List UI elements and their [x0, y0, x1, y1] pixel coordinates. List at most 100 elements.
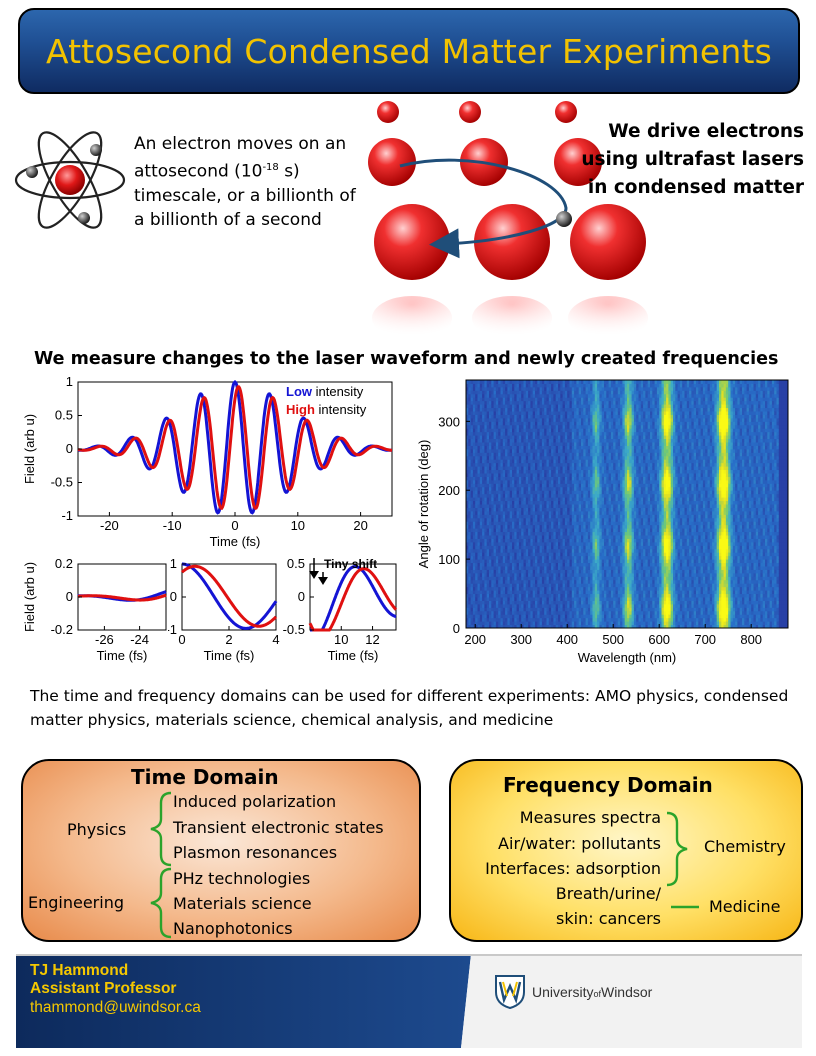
- heatmap-cell: [594, 500, 598, 505]
- heatmap-cell: [571, 411, 575, 415]
- heatmap-cell: [484, 610, 488, 615]
- heatmap-cell: [571, 479, 575, 484]
- heatmap-cell: [512, 528, 515, 533]
- heatmap-cell: [477, 597, 481, 601]
- heatmap-cell: [608, 510, 612, 515]
- heatmap-cell: [479, 524, 483, 529]
- heatmap-cell: [601, 586, 605, 591]
- heatmap-cell: [562, 531, 566, 536]
- heatmap-cell: [544, 390, 547, 395]
- heatmap-cell: [615, 600, 619, 605]
- heatmap-cell: [514, 428, 518, 433]
- heatmap-cell: [564, 535, 568, 539]
- heatmap-cell: [604, 603, 607, 608]
- heatmap-cell: [523, 490, 527, 495]
- heatmap-cell: [613, 493, 616, 498]
- heatmap-cell: [484, 517, 488, 522]
- heatmap-cell: [576, 593, 580, 598]
- heatmap-cell: [493, 424, 497, 429]
- heatmap-cell: [532, 407, 536, 412]
- heatmap-cell: [594, 614, 598, 619]
- heatmap-cell: [604, 459, 607, 464]
- heatmap-cell: [599, 576, 603, 581]
- heatmap-cell: [578, 476, 582, 481]
- heatmap-cell: [546, 431, 550, 436]
- heatmap-cell: [604, 528, 607, 533]
- heatmap-cell: [620, 486, 623, 491]
- heatmap-cell: [585, 541, 589, 546]
- heatmap-cell: [610, 517, 614, 522]
- heatmap-cell: [564, 548, 568, 553]
- heatmap-cell: [512, 393, 515, 398]
- heatmap-cell: [564, 504, 568, 508]
- heatmap-cell: [472, 545, 476, 550]
- heatmap-cell: [509, 610, 513, 615]
- heatmap-cell: [500, 545, 504, 550]
- heatmap-cell: [493, 397, 497, 402]
- heatmap-cell: [525, 545, 529, 550]
- heatmap-cell: [551, 455, 554, 460]
- heatmap-cell: [567, 407, 570, 412]
- heatmap-cell: [574, 538, 577, 543]
- heatmap-cell: [560, 593, 564, 598]
- heatmap-cell: [617, 493, 621, 498]
- heatmap-cell: [539, 452, 543, 457]
- heatmap-cell: [466, 438, 469, 443]
- heatmap-cell: [610, 586, 614, 591]
- heatmap-cell: [537, 407, 541, 412]
- heatmap-cell: [585, 524, 589, 529]
- heatmap-cell: [594, 393, 598, 398]
- heatmap-cell: [521, 590, 524, 595]
- heatmap-cell: [604, 541, 607, 546]
- heatmap-cell: [567, 621, 570, 626]
- heatmap-cell: [576, 521, 580, 526]
- heatmap-cell: [479, 397, 483, 402]
- heatmap-cell: [569, 614, 573, 619]
- heatmap-cell: [493, 459, 497, 464]
- heatmap-cell: [532, 455, 536, 460]
- heatmap-cell: [493, 462, 497, 467]
- heatmap-cell: [509, 576, 513, 581]
- heatmap-cell: [479, 380, 483, 384]
- heatmap-cell: [530, 407, 534, 412]
- heatmap-cell: [532, 607, 536, 612]
- heatmap-cell: [537, 586, 541, 591]
- heatmap-cell: [525, 497, 529, 502]
- heatmap-cell: [546, 462, 550, 467]
- heatmap-cell: [567, 431, 570, 436]
- heatmap-cell: [477, 445, 481, 450]
- heatmap-cell: [599, 583, 603, 588]
- heatmap-cell: [581, 400, 584, 405]
- heatmap-cell: [615, 597, 619, 601]
- heatmap-cell: [539, 438, 543, 443]
- heatmap-cell: [486, 569, 490, 574]
- heatmap-cell: [571, 559, 575, 564]
- heatmap-cell: [518, 380, 522, 384]
- heatmap-cell: [604, 590, 607, 595]
- heatmap-cell: [615, 548, 619, 553]
- heatmap-cell: [610, 414, 614, 419]
- heatmap-cell: [477, 603, 481, 608]
- heatmap-cell: [571, 614, 575, 619]
- heatmap-cell: [590, 452, 593, 457]
- heatmap-cell: [555, 548, 559, 553]
- heatmap-cell: [539, 576, 543, 581]
- heatmap-cell: [578, 517, 582, 522]
- x-tick-label: 10: [291, 518, 305, 533]
- heatmap-cell: [615, 497, 619, 502]
- heatmap-cell: [597, 548, 600, 553]
- heatmap-cell: [590, 579, 593, 584]
- heatmap-cell: [486, 390, 490, 395]
- heatmap-cell: [514, 393, 518, 398]
- heatmap-cell: [574, 424, 577, 429]
- heatmap-cell: [472, 521, 476, 526]
- heatmap-cell: [585, 566, 589, 570]
- heatmap-cell: [516, 500, 520, 505]
- heatmap-cell: [585, 417, 589, 422]
- heatmap-cell: [544, 497, 547, 502]
- heatmap-cell: [587, 404, 591, 409]
- heatmap-cell: [466, 486, 469, 491]
- heatmap-cell: [479, 548, 483, 553]
- heatmap-cell: [546, 397, 550, 402]
- heatmap-cell: [553, 421, 557, 426]
